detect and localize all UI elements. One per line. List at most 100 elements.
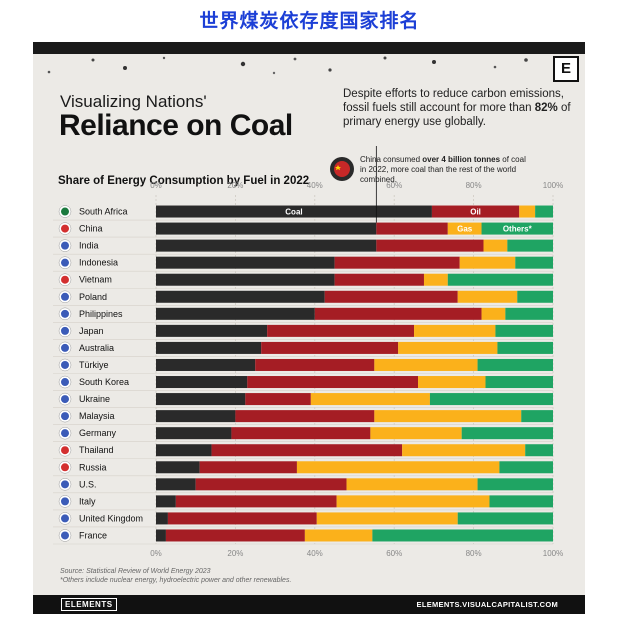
flag-icon-fill <box>61 395 69 404</box>
bar-segment-gas <box>304 529 373 542</box>
x-tick-label-bottom: 80% <box>466 549 482 558</box>
bar-segment-gas <box>346 478 478 491</box>
bar-segment-oil <box>175 495 337 508</box>
bar-segment-others <box>447 273 553 286</box>
bar-segment-gas <box>370 427 462 440</box>
bar-segment-oil <box>431 205 520 218</box>
bar-segment-coal <box>156 324 268 337</box>
bar-segment-gas <box>423 273 448 286</box>
x-tick-label-bottom: 60% <box>386 549 402 558</box>
x-tick-label-top: 0% <box>150 181 162 190</box>
bar-segment-others <box>372 529 553 542</box>
country-label: Germany <box>79 428 117 438</box>
intro-note: Despite efforts to reduce carbon emissio… <box>343 88 571 128</box>
bar-segment-oil <box>199 461 297 474</box>
country-label: United Kingdom <box>79 513 143 523</box>
flag-icon-fill <box>61 309 69 318</box>
country-label: Malaysia <box>79 411 115 421</box>
bar-segment-coal <box>156 256 335 269</box>
bar-segment-others <box>499 461 553 474</box>
flag-icon-fill <box>61 224 69 233</box>
bar-segment-others <box>517 290 553 303</box>
coal-dust-decoration <box>47 56 528 75</box>
country-label: China <box>79 224 103 234</box>
bar-segment-others <box>535 205 553 218</box>
bar-segment-oil <box>231 427 371 440</box>
segment-label-others: Others* <box>503 225 533 234</box>
bar-segment-oil <box>334 256 460 269</box>
bar-segment-oil <box>324 290 458 303</box>
bar-segment-oil <box>247 376 419 389</box>
bar-segment-others <box>489 495 553 508</box>
bar-segment-others <box>495 324 553 337</box>
flag-icon-fill <box>61 531 69 540</box>
brand-logo[interactable]: ELEMENTS <box>61 598 117 611</box>
bar-segment-coal <box>156 341 262 354</box>
segment-label-oil: Oil <box>470 208 481 217</box>
bar-segment-others <box>507 239 553 252</box>
x-tick-label-top: 40% <box>307 181 323 190</box>
country-label: India <box>79 241 99 251</box>
bar-segment-oil <box>235 410 375 423</box>
x-tick-label-top: 100% <box>543 181 563 190</box>
bar-segment-oil <box>165 529 305 542</box>
flag-icon-fill <box>61 412 69 421</box>
bar-segment-gas <box>374 358 478 371</box>
bar-segment-coal <box>156 495 176 508</box>
flag-icon-fill <box>61 514 69 523</box>
brand-url[interactable]: ELEMENTS.VISUALCAPITALIST.COM <box>416 600 558 609</box>
x-tick-label-top: 60% <box>386 181 402 190</box>
bar-segment-coal <box>156 307 315 320</box>
flag-icon-fill <box>61 258 69 267</box>
china-annotation: China consumed over 4 billion tonnes of … <box>360 155 526 184</box>
bar-segment-gas <box>447 222 482 235</box>
bar-segment-gas <box>336 495 490 508</box>
flag-icon-fill <box>61 207 69 216</box>
flag-icon-fill <box>61 360 69 369</box>
country-label: Poland <box>79 292 107 302</box>
country-label: Indonesia <box>79 258 118 268</box>
bar-segment-coal <box>156 239 377 252</box>
flag-icon-fill <box>61 480 69 489</box>
bar-segment-oil <box>167 512 317 525</box>
x-tick-label-top: 20% <box>227 181 243 190</box>
subtitle: Visualizing Nations' <box>60 92 207 111</box>
bar-segment-coal <box>156 376 248 389</box>
country-label: Australia <box>79 343 114 353</box>
bar-segment-oil <box>211 444 403 457</box>
flag-icon-fill <box>61 292 69 301</box>
bar-segment-coal <box>156 290 325 303</box>
coal-circle-icon <box>330 157 354 181</box>
source-text: Source: Statistical Review of World Ener… <box>60 568 211 575</box>
bar-segment-coal <box>156 358 256 371</box>
flag-icon-fill <box>61 378 69 387</box>
footnote-text: *Others include nuclear energy, hydroele… <box>60 577 292 584</box>
bar-segment-gas <box>414 324 496 337</box>
bar-segment-gas <box>459 256 516 269</box>
flag-icon-fill <box>61 275 69 284</box>
bar-segment-others <box>477 478 553 491</box>
x-tick-label-bottom: 100% <box>543 549 563 558</box>
x-tick-label-top: 80% <box>466 181 482 190</box>
bar-segment-gas <box>519 205 536 218</box>
bar-segment-others <box>485 376 553 389</box>
bar-segment-oil <box>195 478 347 491</box>
bar-segment-coal <box>156 444 212 457</box>
bar-segment-others <box>477 358 553 371</box>
country-label: Philippines <box>79 309 123 319</box>
country-label: Vietnam <box>79 275 112 285</box>
elements-logo: E <box>553 56 579 82</box>
bar-segment-gas <box>374 410 522 423</box>
bar-segment-oil <box>376 239 484 252</box>
flag-icon-fill <box>61 497 69 506</box>
bar-segment-gas <box>310 393 430 406</box>
bar-segment-gas <box>316 512 458 525</box>
source-note: Source: Statistical Review of World Ener… <box>60 567 291 585</box>
bar-segment-coal <box>156 427 232 440</box>
bar-segment-coal <box>156 273 335 286</box>
country-label: U.S. <box>79 479 97 489</box>
bar-segment-oil <box>314 307 482 320</box>
bar-segment-others <box>497 341 553 354</box>
main-title: Reliance on Coal <box>59 109 293 142</box>
bar-segment-gas <box>483 239 508 252</box>
